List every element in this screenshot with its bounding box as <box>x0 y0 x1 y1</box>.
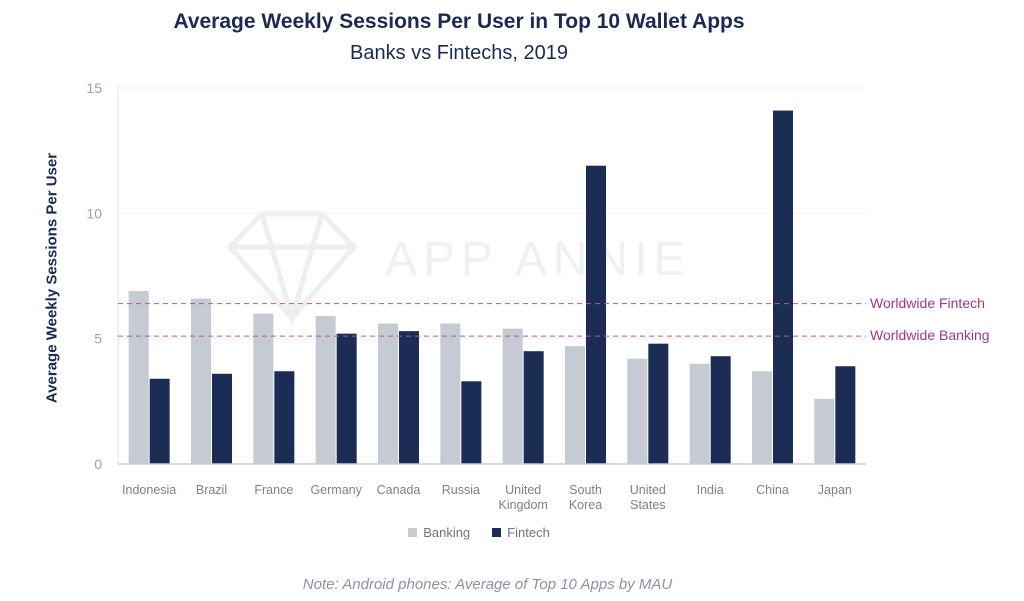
legend-item-banking: Banking <box>408 525 470 540</box>
bar-fintech <box>399 331 419 464</box>
legend-label-banking: Banking <box>423 525 471 540</box>
bar-fintech <box>586 165 606 464</box>
bar-fintech <box>835 366 856 464</box>
bar-banking <box>627 358 648 464</box>
bar-fintech <box>336 333 357 464</box>
x-tick-label: India <box>697 483 724 497</box>
bar-banking <box>191 298 211 464</box>
bar-banking <box>814 398 835 464</box>
bar-fintech <box>710 356 731 464</box>
legend-label-fintech: Fintech <box>507 525 550 540</box>
reference-label-worldwide-banking: Worldwide Banking <box>870 327 990 344</box>
bar-banking <box>752 371 772 464</box>
watermark-logo <box>226 211 358 328</box>
x-tick-label: Russia <box>442 483 480 497</box>
bar-banking <box>689 363 710 464</box>
bar-fintech <box>523 351 544 464</box>
y-tick-label: 0 <box>94 456 102 472</box>
legend-swatch-fintech <box>492 528 502 537</box>
bar-fintech <box>773 110 793 464</box>
x-tick-label: Kingdom <box>498 498 547 512</box>
bar-banking <box>565 346 585 464</box>
x-tick-label: United <box>505 483 541 497</box>
bar-banking <box>378 323 398 464</box>
bar-banking <box>502 328 523 464</box>
x-tick-label: United <box>630 483 666 497</box>
legend-swatch-banking <box>408 528 418 537</box>
bar-banking <box>315 316 336 464</box>
bar-banking <box>128 291 149 464</box>
gridlines <box>118 87 866 340</box>
bar-fintech <box>149 378 170 464</box>
x-tick-label: South <box>569 483 602 497</box>
y-axis-label: Average Weekly Sessions Per User <box>43 152 61 404</box>
bar-fintech <box>461 381 482 464</box>
y-tick-label: 10 <box>86 205 102 221</box>
x-tick-label: China <box>756 483 789 497</box>
reference-lines <box>118 303 866 337</box>
x-tick-label: States <box>630 498 665 512</box>
x-tick-label: France <box>254 483 293 497</box>
x-tick-label: Canada <box>377 483 421 497</box>
bar-banking <box>440 323 461 464</box>
y-tick-label: 15 <box>86 80 102 96</box>
bar-fintech <box>648 343 669 464</box>
x-tick-label: Indonesia <box>122 483 176 497</box>
x-tick-label: Korea <box>569 498 602 512</box>
bar-fintech <box>212 373 232 464</box>
bar-fintech <box>274 371 295 464</box>
legend-item-fintech: Fintech <box>492 525 550 540</box>
bar-banking <box>253 313 274 464</box>
y-ticks: 0 5 10 15 <box>86 80 102 472</box>
x-tick-label: Germany <box>310 483 362 497</box>
chart-subtitle: Banks vs Fintechs, 2019 <box>350 42 568 64</box>
legend: Banking Fintech <box>0 525 958 540</box>
x-tick-label: Brazil <box>196 483 227 497</box>
x-ticks: Indonesia Brazil France Germany Canada Russia… <box>122 483 852 512</box>
x-tick-label: Japan <box>818 483 852 497</box>
chart-note: Note: Android phones: Average of Top 10 … <box>302 576 673 593</box>
chart-title: Average Weekly Sessions Per User in Top … <box>173 10 745 33</box>
y-tick-label: 5 <box>94 331 102 347</box>
axes <box>117 84 866 465</box>
watermark-text: APP ANNIE <box>385 233 692 286</box>
reference-label-worldwide-fintech: Worldwide Fintech <box>870 294 985 311</box>
bars <box>128 110 856 464</box>
